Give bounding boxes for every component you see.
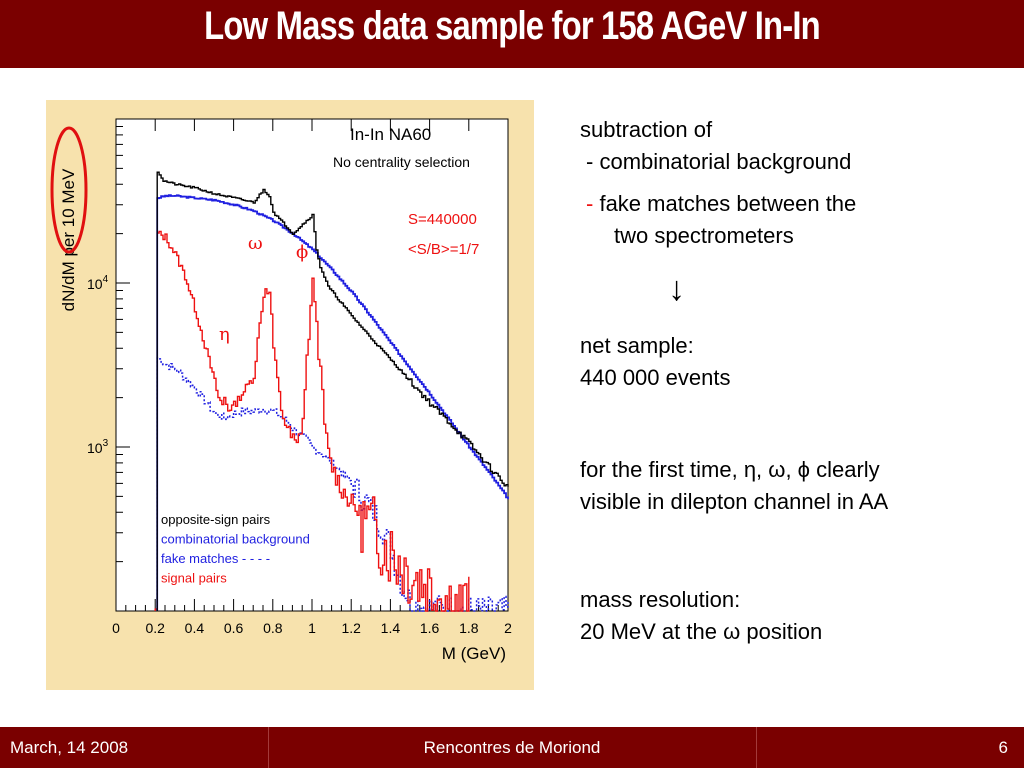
notes-panel: subtraction of - combinatorial backgroun… bbox=[580, 114, 1020, 648]
note-bullet-1: - bbox=[586, 149, 594, 174]
note-res-prefix: 20 MeV at the bbox=[580, 619, 724, 644]
y-tick-label: 104 bbox=[87, 274, 109, 292]
peak-label-omega: ω bbox=[248, 233, 263, 254]
x-tick-label: 0.4 bbox=[185, 620, 205, 636]
peak-label-eta: η bbox=[219, 324, 230, 345]
dilepton-mass-chart: 0 0.2 0.4 0.6 0.8 1 1.2 1.4 1.6 1.8 2 103 104 M (GeV)… bbox=[50, 118, 512, 663]
footer-date: March, 14 2008 bbox=[10, 738, 129, 757]
slide-title: Low Mass data sample for 158 AGeV In-In bbox=[204, 4, 821, 48]
y-axis-title: dN/dM per 10 MeV bbox=[59, 168, 78, 311]
note-net-line2: 440 000 events bbox=[580, 365, 731, 390]
note-first-line1: for the first time, η, ω, ϕ clearly bbox=[580, 457, 880, 482]
footer-conference: Rencontres de Moriond bbox=[423, 738, 601, 757]
x-tick-label: 0.6 bbox=[224, 620, 244, 636]
footer-bar: March, 14 2008 Rencontres de Moriond 6 bbox=[0, 727, 1024, 768]
annotation-experiment: In-In NA60 bbox=[350, 125, 431, 144]
highlight-ring bbox=[50, 126, 88, 254]
series-signal-pairs bbox=[154, 230, 470, 612]
x-tick-label: 2 bbox=[504, 620, 512, 636]
legend-entry: fake matches - - - - bbox=[161, 551, 270, 566]
annotation-signal-ratio: <S/B>=1/7 bbox=[408, 241, 479, 258]
note-res-symbol: ω bbox=[723, 619, 741, 644]
note-net-line1: net sample: bbox=[580, 333, 694, 358]
plot-area bbox=[115, 118, 509, 612]
legend-entry: opposite-sign pairs bbox=[161, 512, 271, 527]
x-tick-label: 1 bbox=[308, 620, 316, 636]
series-fake-matches bbox=[156, 357, 509, 612]
note-res-line2: 20 MeV at the ω position bbox=[580, 616, 1020, 648]
footer-page-number: 6 bbox=[998, 738, 1008, 757]
note-res-suffix: position bbox=[740, 619, 823, 644]
footer-divider-right bbox=[756, 727, 757, 768]
legend-entry: signal pairs bbox=[161, 571, 227, 586]
note-item-combinatorial: - combinatorial background bbox=[580, 146, 1020, 178]
annotation-centrality: No centrality selection bbox=[333, 154, 470, 170]
annotation-signal-count: S=440000 bbox=[408, 211, 477, 228]
x-tick-label: 0.8 bbox=[263, 620, 283, 636]
x-tick-label: 1.8 bbox=[459, 620, 479, 636]
x-tick-label: 0 bbox=[112, 620, 120, 636]
note-bullet-2: - bbox=[586, 191, 594, 216]
x-axis-title: M (GeV) bbox=[442, 644, 506, 663]
x-tick-label: 1.4 bbox=[381, 620, 401, 636]
down-arrow-icon: ↓ bbox=[668, 270, 685, 308]
note-item1-text: combinatorial background bbox=[599, 149, 852, 174]
footer-divider-left bbox=[268, 727, 269, 768]
note-item2-line1: fake matches between the bbox=[599, 191, 857, 216]
x-tick-label: 1.6 bbox=[420, 620, 440, 636]
note-item2-line2: two spectrometers bbox=[614, 223, 794, 248]
x-tick-label: 1.2 bbox=[341, 620, 361, 636]
series-combinatorial-background bbox=[156, 194, 509, 611]
legend-entry: combinatorial background bbox=[161, 532, 310, 547]
peak-label-phi: ϕ bbox=[296, 242, 308, 263]
note-item-fake: - fake matches between the bbox=[580, 188, 1020, 220]
note-res-line1: mass resolution: bbox=[580, 587, 741, 612]
y-tick-label: 103 bbox=[87, 438, 109, 456]
note-intro: subtraction of bbox=[580, 117, 713, 142]
series-opposite-sign-pairs bbox=[156, 171, 509, 611]
x-tick-label: 0.2 bbox=[145, 620, 165, 636]
title-bar: Low Mass data sample for 158 AGeV In-In bbox=[0, 0, 1024, 68]
note-first-line2: visible in dilepton channel in AA bbox=[580, 489, 889, 514]
